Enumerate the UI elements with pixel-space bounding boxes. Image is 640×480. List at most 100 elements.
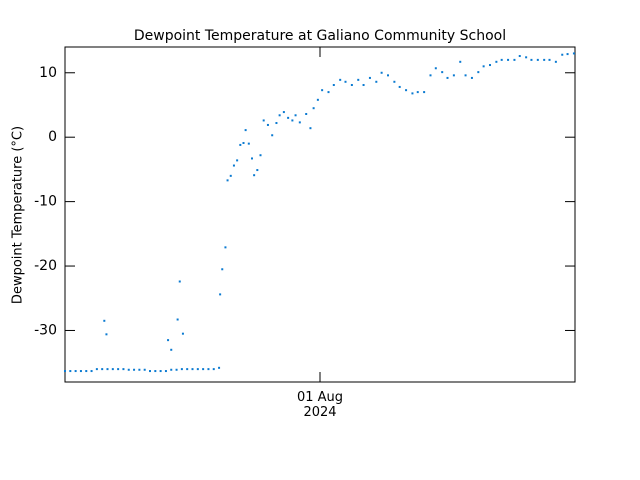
point — [495, 60, 498, 63]
point — [164, 370, 167, 373]
point — [202, 368, 205, 371]
point — [79, 370, 82, 373]
point — [244, 129, 247, 132]
point — [64, 370, 66, 373]
point — [178, 280, 181, 283]
point — [507, 58, 510, 61]
point — [219, 293, 222, 296]
point — [434, 67, 437, 70]
point — [275, 122, 278, 125]
point — [429, 74, 432, 77]
point — [176, 318, 179, 321]
point — [218, 366, 221, 369]
point — [95, 368, 98, 371]
point — [362, 84, 365, 87]
point — [518, 55, 521, 58]
point — [566, 53, 569, 56]
point — [500, 58, 503, 61]
point — [226, 179, 229, 182]
point — [294, 114, 297, 117]
point — [259, 154, 262, 157]
point — [316, 98, 319, 101]
point — [221, 268, 224, 271]
point — [69, 370, 72, 373]
point — [387, 74, 389, 77]
point — [106, 368, 109, 371]
point — [170, 368, 173, 371]
point — [196, 368, 199, 371]
point — [242, 141, 245, 144]
point — [133, 368, 136, 371]
point — [344, 80, 347, 83]
point — [122, 368, 125, 371]
point — [339, 78, 342, 81]
point — [452, 74, 455, 77]
point — [482, 65, 485, 68]
point — [530, 58, 533, 61]
point — [266, 123, 269, 126]
point — [101, 368, 104, 371]
point — [74, 370, 77, 373]
point — [207, 368, 210, 371]
point — [291, 119, 294, 122]
point — [298, 121, 301, 124]
point — [489, 64, 491, 67]
point — [105, 333, 108, 336]
point — [321, 89, 324, 92]
point — [191, 368, 194, 371]
point — [181, 332, 184, 335]
point — [548, 58, 551, 61]
point — [393, 80, 396, 83]
point — [127, 368, 130, 371]
point — [405, 89, 408, 92]
chart-title: Dewpoint Temperature at Galiano Communit… — [134, 28, 506, 44]
point — [398, 85, 401, 88]
point — [423, 91, 426, 94]
point — [411, 92, 414, 95]
point — [85, 370, 88, 373]
point — [232, 164, 235, 167]
point — [536, 58, 539, 61]
point — [159, 370, 162, 373]
point — [90, 370, 93, 373]
point — [380, 71, 383, 74]
point — [464, 74, 467, 77]
x-tick-label: 01 Aug 2024 — [296, 390, 344, 420]
point — [247, 142, 250, 145]
point — [375, 80, 378, 83]
point — [282, 111, 285, 114]
point — [554, 60, 557, 63]
point — [239, 143, 242, 146]
point — [186, 368, 189, 371]
point — [271, 134, 274, 137]
y-tick-label: -30 — [34, 322, 57, 338]
point — [143, 368, 146, 371]
point — [212, 368, 215, 371]
point — [441, 71, 444, 74]
point — [224, 246, 227, 249]
point — [416, 91, 419, 94]
point — [561, 53, 564, 56]
point — [513, 58, 516, 61]
point — [138, 368, 141, 371]
y-tick-label: -20 — [34, 258, 57, 274]
point — [572, 52, 575, 55]
point — [305, 113, 308, 115]
point — [251, 157, 253, 160]
point — [229, 174, 232, 177]
point — [149, 370, 151, 373]
point — [470, 76, 473, 79]
point — [236, 159, 239, 162]
point — [103, 319, 106, 322]
point — [332, 84, 335, 87]
point — [477, 71, 480, 74]
point — [368, 76, 371, 79]
point — [312, 107, 315, 110]
point — [543, 58, 546, 61]
y-tick-label: -10 — [34, 194, 57, 210]
point — [117, 368, 120, 371]
point — [111, 368, 114, 371]
y-axis-label: Dewpoint Temperature (°C) — [11, 126, 26, 304]
